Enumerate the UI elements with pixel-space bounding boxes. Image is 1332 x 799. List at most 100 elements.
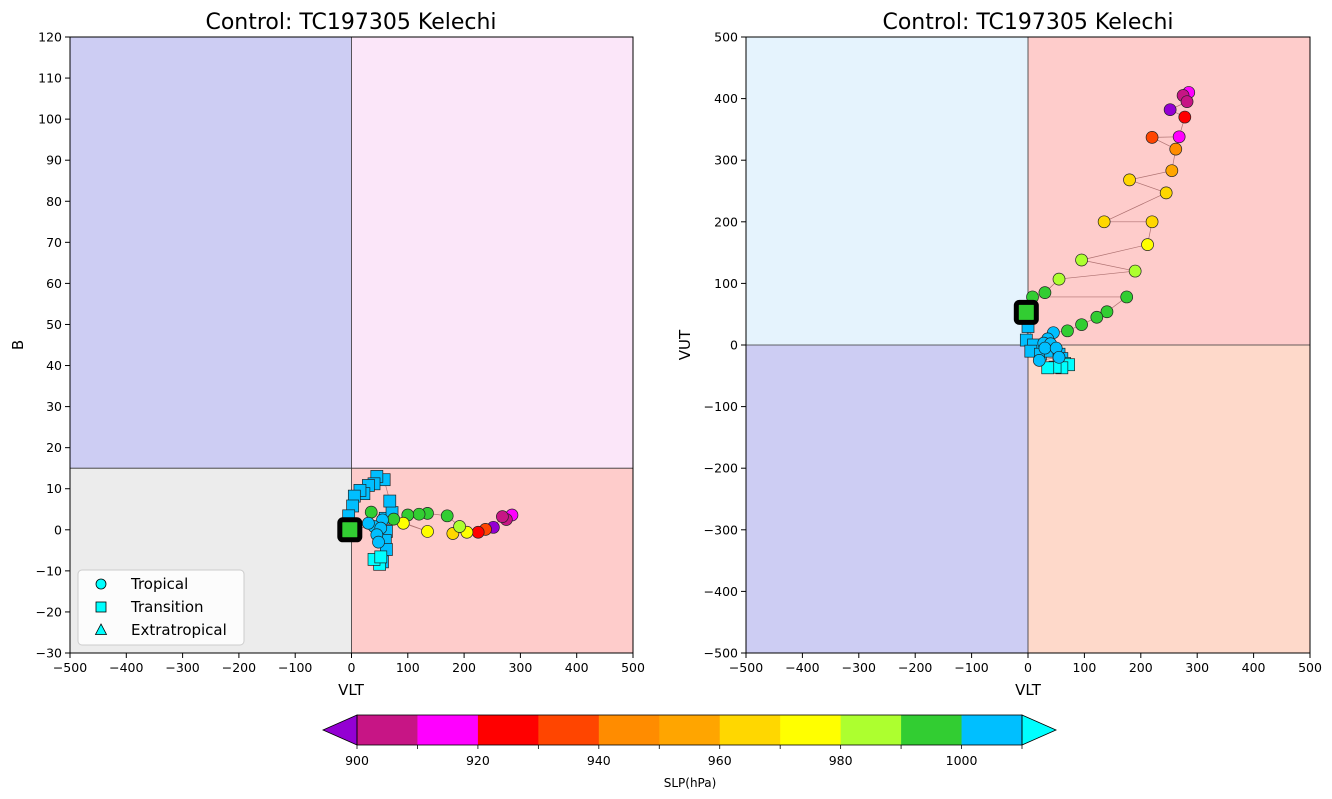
left-x-tick-label: −200 (222, 660, 256, 675)
right-tropical-point (1052, 272, 1066, 286)
right-quadrant-3 (1028, 345, 1310, 653)
right-tropical-point (1038, 341, 1052, 355)
left-quadrant-0 (70, 37, 352, 469)
left-x-axis-label: VLT (338, 681, 365, 699)
colorbar-segment (357, 715, 418, 745)
right-tropical-point (1075, 253, 1088, 267)
colorbar-tick-label: 900 (345, 753, 369, 768)
left-y-tick-label: 120 (38, 30, 62, 45)
right-y-tick-label: 100 (714, 276, 738, 291)
left-tropical-point (362, 516, 375, 530)
right-tropical-point (1172, 130, 1186, 144)
left-y-tick-label: −20 (36, 604, 62, 619)
right-x-tick-label: −400 (785, 660, 819, 675)
left-x-tick-label: −100 (278, 660, 312, 675)
colorbar-tick-label: 980 (829, 753, 853, 768)
left-y-tick-label: 100 (38, 112, 62, 127)
legend: Tropical Transition Extratropical (77, 569, 245, 646)
left-tropical-point (412, 507, 426, 521)
left-x-tick-label: −300 (165, 660, 199, 675)
colorbar-tick-label: 940 (587, 753, 611, 768)
legend-extratropical-marker (94, 623, 108, 635)
right-x-tick-label: −300 (842, 660, 876, 675)
right-start-marker (1013, 299, 1039, 325)
right-quadrant-2 (746, 345, 1028, 653)
right-tropical-point (1178, 110, 1192, 124)
right-x-tick-label: −500 (729, 660, 763, 675)
left-y-tick-label: 60 (46, 276, 62, 291)
slp-colorbar: SLP(hPa) 900 920 940 960 980 1000 (322, 714, 1057, 790)
left-chart-title: Control: TC197305 Kelechi (205, 10, 496, 35)
left-transition-point (374, 550, 388, 564)
left-y-tick-label: 50 (46, 317, 62, 332)
left-tropical-point (387, 512, 401, 526)
left-tropical-point (471, 525, 485, 539)
colorbar-under-arrow (322, 714, 358, 746)
right-y-tick-label: −300 (704, 522, 738, 537)
right-y-tick-label: 0 (730, 338, 738, 353)
colorbar-tick-label: 960 (708, 753, 732, 768)
right-tropical-point (1097, 215, 1111, 229)
right-tropical-point (1090, 310, 1104, 324)
left-quadrant-1 (351, 37, 633, 469)
left-y-tick-label: 80 (46, 194, 62, 209)
right-x-tick-label: 400 (1242, 660, 1266, 675)
colorbar-segment (719, 715, 781, 745)
right-tropical-point (1145, 215, 1159, 229)
legend-transition-marker (95, 601, 107, 613)
right-x-tick-label: −100 (954, 660, 988, 675)
right-tropical-point (1052, 350, 1066, 364)
colorbar-segment (780, 715, 842, 745)
left-start-marker (337, 517, 363, 543)
right-quadrant-0 (746, 37, 1028, 345)
right-y-tick-label: −400 (704, 584, 738, 599)
right-tropical-point (1128, 264, 1142, 278)
right-tropical-point (1165, 164, 1179, 178)
right-y-tick-label: 300 (714, 153, 738, 168)
legend-label-square: Transition (130, 598, 204, 616)
colorbar-segment (961, 715, 1023, 745)
right-y-axis-label: VUT (676, 329, 694, 360)
right-x-axis-label: VLT (1015, 681, 1042, 699)
right-tropical-point (1123, 173, 1136, 187)
colorbar-tick-label: 920 (466, 753, 490, 768)
legend-tropical-marker (95, 578, 107, 590)
right-tropical-point (1038, 286, 1052, 299)
left-x-tick-label: 0 (348, 660, 356, 675)
right-tropical-point (1159, 186, 1173, 200)
left-y-tick-label: 70 (46, 235, 62, 250)
left-y-tick-label: 30 (46, 399, 62, 414)
right-chart-panel: Control: TC197305 Kelechi VLT VUT −500 −4… (676, 10, 1322, 699)
right-x-tick-label: 300 (1185, 660, 1209, 675)
right-tropical-point (1032, 354, 1046, 367)
right-y-tick-label: −200 (704, 461, 738, 476)
left-x-tick-label: 100 (396, 660, 420, 675)
left-tropical-point (421, 525, 434, 538)
right-tropical-point (1169, 142, 1183, 156)
right-chart-title: Control: TC197305 Kelechi (882, 10, 1173, 35)
right-y-tick-label: 400 (714, 91, 738, 106)
colorbar-segment (538, 715, 600, 745)
left-transition-point (383, 494, 397, 508)
left-y-tick-label: −30 (36, 646, 62, 661)
left-y-tick-label: −10 (36, 563, 62, 578)
colorbar-tick-label: 1000 (946, 753, 978, 768)
right-tropical-point (1141, 238, 1154, 251)
right-transition-point (1041, 361, 1055, 375)
colorbar-segment (840, 715, 902, 745)
legend-label-triangle: Extratropical (131, 621, 227, 639)
right-y-tick-label: −100 (704, 399, 738, 414)
right-x-tick-label: −200 (898, 660, 932, 675)
colorbar-label: SLP(hPa) (664, 776, 717, 790)
right-x-tick-label: 500 (1298, 660, 1322, 675)
colorbar-segment (901, 715, 963, 745)
colorbar-over-arrow (1021, 714, 1057, 746)
left-y-axis-label: B (9, 340, 27, 350)
right-x-tick-label: 0 (1024, 660, 1032, 675)
left-tropical-point (372, 535, 385, 549)
right-tropical-point (1145, 131, 1159, 144)
colorbar-segment (598, 715, 660, 745)
right-x-tick-label: 200 (1129, 660, 1153, 675)
legend-box (77, 569, 245, 646)
left-x-tick-label: 300 (508, 660, 532, 675)
